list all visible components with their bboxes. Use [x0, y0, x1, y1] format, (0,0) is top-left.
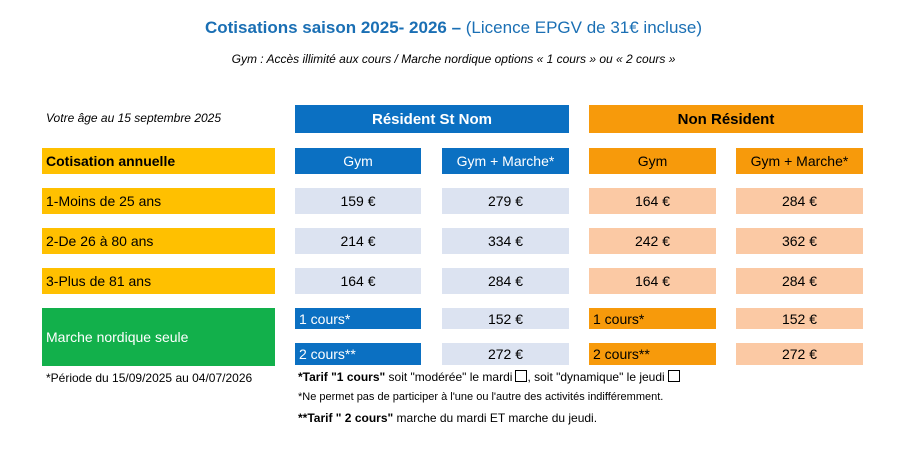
checkbox-icon — [667, 370, 680, 382]
tarif-1-text: soit "modérée" le mardi — [385, 370, 513, 384]
tarif-1-note: *Tarif "1 cours" soit "modérée" le mardi… — [298, 370, 680, 384]
marche-price-1-nres: 152 € — [736, 308, 863, 329]
age-label: Votre âge au 15 septembre 2025 — [46, 111, 222, 125]
row-label-over-81: 3-Plus de 81 ans — [42, 268, 275, 294]
price-nres-gym-marche: 284 € — [736, 268, 863, 294]
price-nres-gym: 164 € — [589, 188, 716, 214]
page-subtitle: Gym : Accès illimité aux cours / Marche … — [231, 52, 676, 66]
tarif-1-bold: *Tarif "1 cours" — [298, 370, 386, 384]
marche-price-1-res: 152 € — [442, 308, 569, 329]
price-nres-gym: 164 € — [589, 268, 716, 294]
no-switch-note: *Ne permet pas de participer à l'une ou … — [298, 391, 664, 403]
price-res-gym: 214 € — [295, 228, 421, 254]
col-header-nres-gym-marche: Gym + Marche* — [736, 148, 863, 174]
tarif-2-text: marche du mardi ET marche du jeudi. — [393, 411, 598, 425]
col-header-res-gym: Gym — [295, 148, 421, 174]
col-header-nres-gym: Gym — [589, 148, 716, 174]
page-title: Cotisations saison 2025- 2026 – (Licence… — [0, 18, 907, 38]
col-header-res-gym-marche: Gym + Marche* — [442, 148, 569, 174]
price-nres-gym-marche: 362 € — [736, 228, 863, 254]
row-label-under-25: 1-Moins de 25 ans — [42, 188, 275, 214]
price-nres-gym: 242 € — [589, 228, 716, 254]
group-header-non-resident: Non Résident — [589, 105, 863, 133]
tarif-2-note: **Tarif " 2 cours" marche du mardi ET ma… — [298, 411, 597, 425]
period-note: *Période du 15/09/2025 au 04/07/2026 — [46, 371, 253, 385]
group-header-resident: Résident St Nom — [295, 105, 569, 133]
title-licence: (Licence EPGV de 31€ incluse) — [461, 18, 703, 37]
marche-price-2-res: 272 € — [442, 343, 569, 365]
row-header-cotisation: Cotisation annuelle — [42, 148, 275, 174]
tarif-2-bold: **Tarif " 2 cours" — [298, 411, 394, 425]
price-res-gym-marche: 334 € — [442, 228, 569, 254]
row-label-26-to-80: 2-De 26 à 80 ans — [42, 228, 275, 254]
marche-option-2-nres: 2 cours** — [589, 343, 716, 365]
price-res-gym-marche: 279 € — [442, 188, 569, 214]
price-res-gym: 164 € — [295, 268, 421, 294]
row-label-marche-nordique: Marche nordique seule — [42, 308, 275, 366]
tarif-1-text-2: , soit "dynamique" le jeudi — [527, 370, 665, 384]
price-res-gym-marche: 284 € — [442, 268, 569, 294]
price-res-gym: 159 € — [295, 188, 421, 214]
marche-option-2-res: 2 cours** — [295, 343, 421, 365]
title-main: Cotisations saison 2025- 2026 – — [204, 18, 462, 37]
marche-option-1-nres: 1 cours* — [589, 308, 716, 329]
checkbox-icon — [515, 370, 528, 382]
marche-price-2-nres: 272 € — [736, 343, 863, 365]
price-nres-gym-marche: 284 € — [736, 188, 863, 214]
marche-option-1-res: 1 cours* — [295, 308, 421, 329]
